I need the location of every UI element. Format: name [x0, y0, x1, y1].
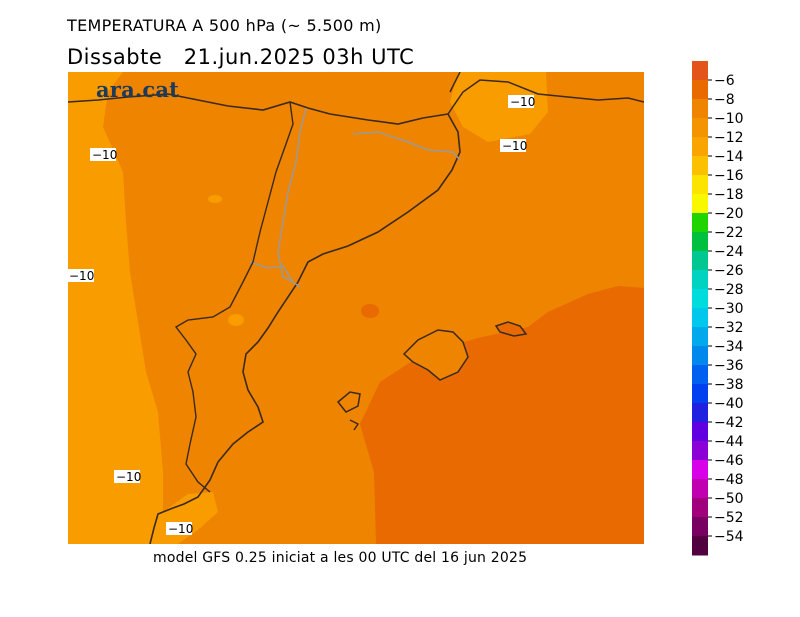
border-line-catalonia: [352, 131, 461, 161]
coastline-france: [447, 79, 644, 115]
contour-label: −10: [502, 139, 527, 153]
legend-swatch: [692, 213, 708, 233]
legend-label: −40: [714, 396, 744, 412]
legend-label: −38: [714, 377, 744, 393]
contour-label: −10: [92, 148, 117, 162]
contour-label-box-1: [508, 95, 534, 108]
legend-label: −34: [714, 339, 744, 355]
cool-blob: [208, 195, 222, 203]
legend-label: −6: [714, 73, 735, 89]
legend-swatch: [692, 365, 708, 385]
legend-swatch: [692, 175, 708, 195]
legend-label: −10: [714, 111, 744, 127]
legend-swatch: [692, 99, 708, 119]
legend-swatch: [692, 403, 708, 423]
color-legend: −6 −8 −10 −12 −14 −16 −18 −20 −22 −24 −26 −28 −30 −32…: [692, 61, 792, 556]
legend-label: −46: [714, 453, 744, 469]
contour-label-box-6: [166, 522, 192, 535]
legend-label: −24: [714, 244, 744, 260]
map-title: TEMPERATURA A 500 hPa (~ 5.500 m): [67, 16, 382, 35]
legend-label: −44: [714, 434, 744, 450]
legend-label: −32: [714, 320, 744, 336]
contour-label: −10: [168, 522, 193, 536]
legend-swatch: [692, 346, 708, 366]
temperature-map: −10 −10 −10 −10 −10 −10: [68, 72, 644, 544]
region-border: [174, 101, 294, 493]
cool-blob-2: [228, 314, 244, 326]
legend-swatch: [692, 327, 708, 347]
legend-canvas: −6 −8 −10 −12 −14 −16 −18 −20 −22 −24 −26 −28 −30 −32…: [692, 61, 744, 556]
legend-label: −18: [714, 187, 744, 203]
legend-swatch: [692, 498, 708, 518]
border-line-south: [249, 261, 301, 288]
island-mallorca: [402, 329, 469, 381]
legend-swatch: [692, 118, 708, 138]
contour-label-box-3: [90, 148, 116, 161]
legend-swatch: [692, 441, 708, 461]
legend-swatch: [692, 289, 708, 309]
brand-logo: ara.cat: [96, 77, 180, 102]
legend-label: −28: [714, 282, 744, 298]
island-small: [349, 419, 360, 431]
contour-label: −10: [69, 269, 94, 283]
coastline-france-2: [449, 72, 461, 93]
cool-zone-northeast: [450, 72, 548, 142]
legend-label: −14: [714, 149, 744, 165]
cool-zone-west: [68, 72, 163, 544]
legend-swatch: [692, 536, 708, 556]
legend-label: −50: [714, 491, 744, 507]
legend-label: −52: [714, 510, 744, 526]
legend-label: −54: [714, 529, 744, 545]
legend-label: −8: [714, 92, 735, 108]
legend-label: −48: [714, 472, 744, 488]
legend-label: −36: [714, 358, 744, 374]
legend-label: −12: [714, 130, 744, 146]
legend-swatch: [692, 232, 708, 252]
island-menorca: [494, 321, 528, 337]
legend-swatch: [692, 308, 708, 328]
map-subtitle-date: Dissabte 21.jun.2025 03h UTC: [67, 45, 415, 69]
legend-swatch: [692, 384, 708, 404]
legend-label: −42: [714, 415, 744, 431]
contour-label-box-5: [114, 470, 140, 483]
legend-label: −20: [714, 206, 744, 222]
contour-label: −10: [116, 470, 141, 484]
legend-label: −26: [714, 263, 744, 279]
island-ibiza: [336, 391, 361, 413]
legend-label: −16: [714, 168, 744, 184]
border-line: [277, 107, 307, 283]
map-canvas: −10 −10 −10 −10 −10 −10: [68, 72, 644, 544]
legend-label: −22: [714, 225, 744, 241]
legend-swatch: [692, 270, 708, 290]
contour-label: −10: [510, 95, 535, 109]
legend-swatch: [692, 479, 708, 499]
model-footnote: model GFS 0.25 iniciat a les 00 UTC del …: [153, 550, 528, 566]
legend-swatch: [692, 80, 708, 100]
legend-swatch: [692, 460, 708, 480]
legend-swatch: [692, 194, 708, 214]
contour-label-box-2: [500, 139, 526, 152]
contour-label-box-4: [68, 269, 94, 282]
legend-swatch: [692, 517, 708, 537]
legend-swatch: [692, 61, 708, 81]
coastline-mainland: [68, 93, 461, 544]
legend-swatch: [692, 251, 708, 271]
warm-blob: [361, 304, 379, 318]
legend-label: −30: [714, 301, 744, 317]
legend-swatch: [692, 137, 708, 157]
legend-swatch: [692, 156, 708, 176]
warm-zone-southeast: [360, 286, 644, 544]
legend-swatch: [692, 422, 708, 442]
